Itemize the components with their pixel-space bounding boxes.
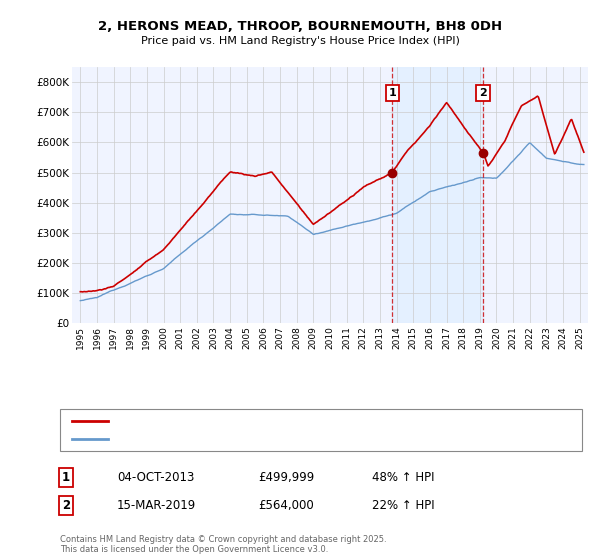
Text: 1: 1	[62, 470, 70, 484]
Text: 1: 1	[389, 88, 396, 98]
Text: 04-OCT-2013: 04-OCT-2013	[117, 470, 194, 484]
Text: 48% ↑ HPI: 48% ↑ HPI	[372, 470, 434, 484]
Text: 2: 2	[479, 88, 487, 98]
Text: £499,999: £499,999	[258, 470, 314, 484]
Text: 2: 2	[62, 498, 70, 512]
Text: 15-MAR-2019: 15-MAR-2019	[117, 498, 196, 512]
Text: 2, HERONS MEAD, THROOP, BOURNEMOUTH, BH8 0DH: 2, HERONS MEAD, THROOP, BOURNEMOUTH, BH8…	[98, 20, 502, 32]
Text: £564,000: £564,000	[258, 498, 314, 512]
Text: Contains HM Land Registry data © Crown copyright and database right 2025.
This d: Contains HM Land Registry data © Crown c…	[60, 535, 386, 554]
Text: 2, HERONS MEAD, THROOP, BOURNEMOUTH, BH8 0DH (detached house): 2, HERONS MEAD, THROOP, BOURNEMOUTH, BH8…	[117, 416, 475, 426]
Text: Price paid vs. HM Land Registry's House Price Index (HPI): Price paid vs. HM Land Registry's House …	[140, 36, 460, 46]
Text: 22% ↑ HPI: 22% ↑ HPI	[372, 498, 434, 512]
Text: HPI: Average price, detached house, Bournemouth Christchurch and Poole: HPI: Average price, detached house, Bour…	[117, 434, 481, 444]
Bar	[392, 67, 483, 323]
